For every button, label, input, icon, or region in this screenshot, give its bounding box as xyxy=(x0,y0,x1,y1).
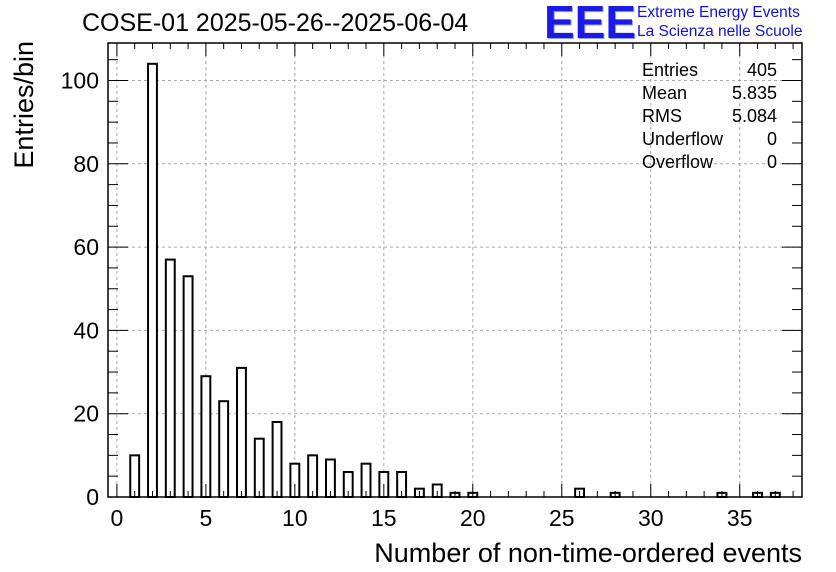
histogram-bar xyxy=(236,366,247,498)
x-tick-label: 10 xyxy=(282,505,308,531)
axis-ticks xyxy=(108,43,802,498)
eee-logo-icon: EEE EEE xyxy=(544,1,636,43)
x-tick-label: 20 xyxy=(460,505,486,531)
stats-underflow-value: 0 xyxy=(767,129,777,149)
stats-mean-value: 5.835 xyxy=(732,83,777,103)
chart-title: COSE-01 2025-05-26--2025-06-04 xyxy=(82,9,469,37)
y-tick-label: 20 xyxy=(73,401,99,427)
histogram-bar xyxy=(271,421,283,499)
x-axis-title: Number of non-time-ordered events xyxy=(374,538,802,568)
stats-overflow-value: 0 xyxy=(767,152,777,172)
histogram-bar xyxy=(307,454,319,499)
x-tick-label: 0 xyxy=(110,505,123,531)
plot-frame xyxy=(107,42,803,498)
stats-overflow-label: Overflow xyxy=(642,152,714,172)
x-tick-label: 15 xyxy=(371,505,397,531)
stats-rms-label: RMS xyxy=(642,106,682,126)
stats-entries-label: Entries xyxy=(642,60,698,80)
x-tick-label: 25 xyxy=(549,505,575,531)
grid-lines xyxy=(108,43,802,497)
histogram-bar xyxy=(200,375,212,498)
histogram-bar xyxy=(253,437,265,499)
histogram-bar xyxy=(218,400,230,499)
histogram-bar xyxy=(164,258,176,498)
svg-text:EEE: EEE xyxy=(545,1,636,43)
y-tick-label: 40 xyxy=(73,317,99,343)
x-tick-label: 30 xyxy=(638,505,664,531)
histogram-bar xyxy=(182,275,194,498)
histogram-bars xyxy=(129,62,781,499)
logo-caption: Extreme Energy Events La Scienza nelle S… xyxy=(637,3,802,41)
histogram-bar xyxy=(129,454,141,499)
histogram-bar xyxy=(147,62,158,499)
tick-labels: 0 5 10 15 20 25 30 35 0 20 40 60 80 100 xyxy=(61,67,753,531)
y-tick-label: 60 xyxy=(73,234,99,260)
logo-caption-line1: Extreme Energy Events xyxy=(637,4,800,21)
svg-text:EEE: EEE xyxy=(544,1,636,43)
stats-entries-value: 405 xyxy=(747,60,777,80)
y-axis-title: Entries/bin xyxy=(9,41,39,169)
x-tick-label: 35 xyxy=(727,505,753,531)
stats-rms-value: 5.084 xyxy=(732,106,777,126)
x-tick-label: 5 xyxy=(199,505,212,531)
y-tick-label: 0 xyxy=(86,484,99,510)
stats-box: Entries 405 Mean 5.835 RMS 5.084 Underfl… xyxy=(642,60,777,172)
y-tick-label: 80 xyxy=(73,151,99,177)
y-tick-label: 100 xyxy=(61,67,99,93)
logo-caption-line2: La Scienza nelle Scuole xyxy=(637,23,803,40)
stats-mean-label: Mean xyxy=(642,83,687,103)
stats-underflow-label: Underflow xyxy=(642,129,724,149)
